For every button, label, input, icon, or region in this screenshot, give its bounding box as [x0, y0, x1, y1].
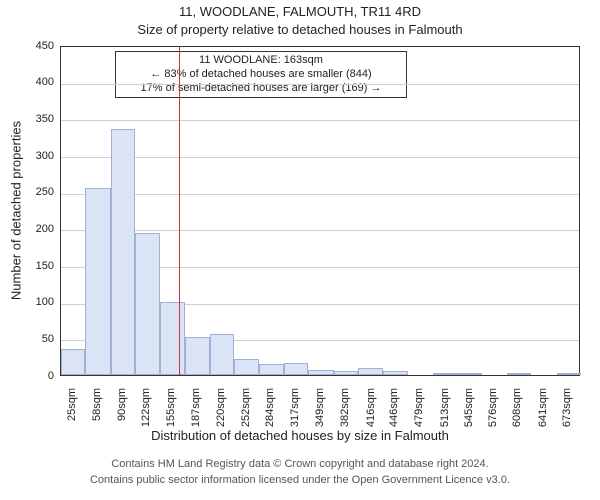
x-tick-label: 416sqm: [365, 388, 377, 438]
y-tick-label: 450: [0, 40, 54, 52]
footnote-line1: Contains HM Land Registry data © Crown c…: [0, 458, 600, 470]
histogram-bar: [507, 373, 531, 375]
x-tick-label: 576sqm: [487, 388, 499, 438]
histogram-bar: [308, 370, 333, 375]
histogram-bar: [210, 334, 234, 375]
histogram-bar: [557, 373, 581, 375]
y-tick-label: 250: [0, 186, 54, 198]
x-tick-label: 220sqm: [215, 388, 227, 438]
histogram-bar: [457, 373, 482, 375]
y-tick-label: 400: [0, 76, 54, 88]
x-tick-label: 513sqm: [439, 388, 451, 438]
gridline: [61, 120, 579, 121]
y-tick-label: 0: [0, 370, 54, 382]
histogram-bar: [334, 371, 358, 375]
x-tick-label: 673sqm: [561, 388, 573, 438]
histogram-bar: [185, 337, 210, 375]
x-tick-label: 58sqm: [91, 388, 103, 438]
gridline: [61, 230, 579, 231]
gridline: [61, 194, 579, 195]
histogram-bar: [383, 371, 407, 375]
annotation-line: 11 WOODLANE: 163sqm: [122, 54, 400, 68]
gridline: [61, 157, 579, 158]
y-tick-label: 300: [0, 150, 54, 162]
marker-annotation-box: 11 WOODLANE: 163sqm← 83% of detached hou…: [115, 51, 407, 98]
y-axis-label: Number of detached properties: [9, 46, 24, 376]
gridline: [61, 84, 579, 85]
x-tick-label: 187sqm: [190, 388, 202, 438]
histogram-bar: [433, 373, 457, 375]
x-tick-label: 317sqm: [289, 388, 301, 438]
x-tick-label: 608sqm: [511, 388, 523, 438]
marker-line: [179, 47, 180, 375]
histogram-bar: [234, 359, 258, 375]
x-tick-label: 349sqm: [314, 388, 326, 438]
x-tick-label: 641sqm: [537, 388, 549, 438]
histogram-bar: [160, 302, 184, 375]
annotation-line: ← 83% of detached houses are smaller (84…: [122, 68, 400, 82]
y-tick-label: 200: [0, 223, 54, 235]
y-tick-label: 50: [0, 333, 54, 345]
histogram-bar: [358, 368, 383, 375]
histogram-bar: [61, 349, 85, 375]
y-tick-label: 150: [0, 260, 54, 272]
x-tick-label: 446sqm: [388, 388, 400, 438]
x-tick-label: 122sqm: [140, 388, 152, 438]
histogram-bar: [259, 364, 284, 375]
x-tick-label: 545sqm: [463, 388, 475, 438]
y-tick-label: 350: [0, 113, 54, 125]
x-tick-label: 284sqm: [264, 388, 276, 438]
x-tick-label: 382sqm: [339, 388, 351, 438]
histogram-bar: [111, 129, 135, 375]
histogram-bar: [85, 188, 110, 375]
histogram-bar: [135, 233, 160, 375]
chart-title-line1: 11, WOODLANE, FALMOUTH, TR11 4RD: [0, 4, 600, 19]
chart-title-line2: Size of property relative to detached ho…: [0, 22, 600, 37]
x-tick-label: 252sqm: [240, 388, 252, 438]
y-tick-label: 100: [0, 296, 54, 308]
x-tick-label: 155sqm: [165, 388, 177, 438]
footnote-line2: Contains public sector information licen…: [0, 474, 600, 486]
histogram-bar: [284, 363, 308, 375]
x-tick-label: 25sqm: [66, 388, 78, 438]
x-tick-label: 90sqm: [116, 388, 128, 438]
figure: 11, WOODLANE, FALMOUTH, TR11 4RD Size of…: [0, 0, 600, 500]
chart-plot-area: 11 WOODLANE: 163sqm← 83% of detached hou…: [60, 46, 580, 376]
x-tick-label: 479sqm: [413, 388, 425, 438]
